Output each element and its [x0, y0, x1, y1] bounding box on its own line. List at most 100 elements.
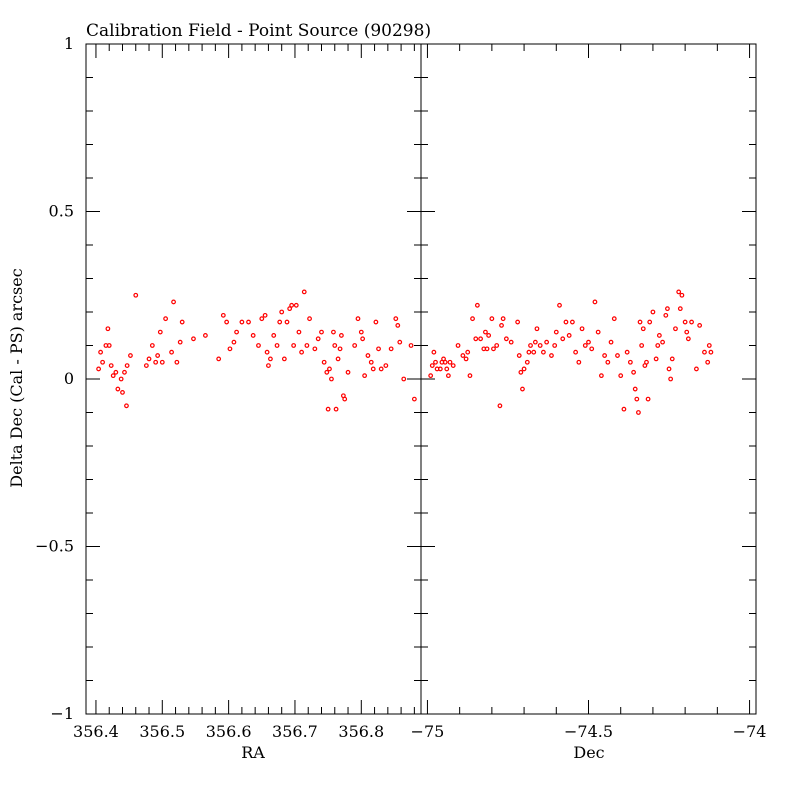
data-point	[544, 339, 550, 345]
data-point	[660, 339, 665, 345]
data-point	[179, 319, 185, 325]
data-point	[582, 343, 588, 348]
data-point	[98, 349, 103, 355]
data-point	[397, 339, 403, 345]
data-point	[632, 386, 638, 392]
data-point	[474, 302, 480, 308]
data-point	[631, 369, 636, 375]
data-point	[598, 373, 604, 379]
data-point	[653, 356, 659, 362]
data-point	[143, 363, 149, 369]
data-point	[621, 406, 627, 412]
data-point	[108, 363, 114, 369]
data-point	[149, 343, 155, 348]
data-point	[447, 359, 453, 365]
data-point	[355, 316, 361, 322]
data-point	[645, 396, 651, 402]
data-point	[508, 339, 514, 345]
y-tick-label: −1	[50, 704, 74, 723]
data-point	[231, 339, 237, 345]
data-point	[515, 319, 521, 325]
data-point	[287, 306, 293, 312]
data-point	[293, 302, 299, 308]
data-point	[611, 316, 617, 322]
data-point	[444, 366, 450, 372]
data-point	[669, 356, 675, 362]
data-point	[388, 346, 394, 352]
data-point	[697, 323, 703, 328]
x-tick-label: 356.4	[73, 722, 119, 741]
data-point	[122, 369, 127, 375]
data-point	[431, 349, 437, 355]
data-point	[315, 336, 321, 342]
data-point	[679, 292, 685, 298]
data-point	[411, 396, 417, 402]
data-point	[395, 323, 401, 328]
data-point	[115, 386, 121, 392]
data-point	[277, 319, 283, 325]
y-tick-label: 0.5	[49, 202, 74, 221]
data-point	[676, 289, 682, 295]
data-point	[589, 346, 595, 352]
data-point	[329, 376, 334, 382]
data-point	[682, 319, 688, 325]
data-point	[234, 329, 239, 335]
data-point	[401, 376, 407, 382]
data-point	[274, 343, 280, 348]
data-point	[383, 363, 389, 369]
data-point	[470, 316, 475, 322]
data-point	[345, 369, 351, 375]
data-point	[478, 336, 483, 342]
data-point	[665, 306, 670, 312]
data-point	[133, 292, 139, 298]
data-point	[335, 356, 341, 362]
data-point	[362, 373, 368, 379]
data-point	[586, 339, 591, 345]
data-point	[256, 343, 261, 348]
data-point	[708, 349, 714, 355]
data-point	[450, 363, 456, 369]
x-tick-label: 356.8	[338, 722, 384, 741]
data-point	[124, 403, 129, 409]
data-point	[289, 302, 295, 308]
data-point	[689, 319, 694, 325]
data-point	[500, 316, 506, 322]
data-point	[368, 359, 374, 365]
data-point	[113, 369, 119, 375]
data-point	[563, 319, 569, 325]
data-point	[191, 336, 196, 342]
data-point	[171, 299, 176, 305]
data-point	[352, 343, 358, 348]
data-point	[333, 406, 339, 412]
data-point	[455, 343, 461, 348]
data-point	[324, 369, 330, 375]
data-point	[503, 336, 509, 342]
data-point	[331, 329, 336, 335]
data-point	[639, 343, 645, 348]
data-point	[216, 356, 222, 362]
data-point	[685, 336, 691, 342]
data-point	[110, 373, 116, 379]
data-point	[100, 359, 105, 365]
data-point	[608, 339, 614, 345]
data-point	[557, 302, 562, 308]
data-point	[460, 353, 466, 358]
data-point	[304, 343, 310, 348]
data-point	[128, 353, 133, 358]
data-point	[491, 346, 496, 352]
x-axis-label-ra: RA	[241, 743, 265, 762]
data-point	[203, 333, 208, 338]
x-tick-label: 356.5	[139, 722, 185, 741]
data-point	[465, 349, 471, 355]
data-point	[153, 359, 159, 365]
data-point	[576, 359, 582, 365]
data-point	[528, 343, 533, 348]
data-point	[163, 316, 169, 322]
data-point	[605, 359, 611, 365]
data-point	[602, 353, 608, 358]
data-point	[373, 319, 379, 325]
data-point	[327, 366, 332, 372]
data-point	[524, 359, 530, 365]
data-point	[342, 396, 348, 402]
data-point	[497, 403, 503, 409]
